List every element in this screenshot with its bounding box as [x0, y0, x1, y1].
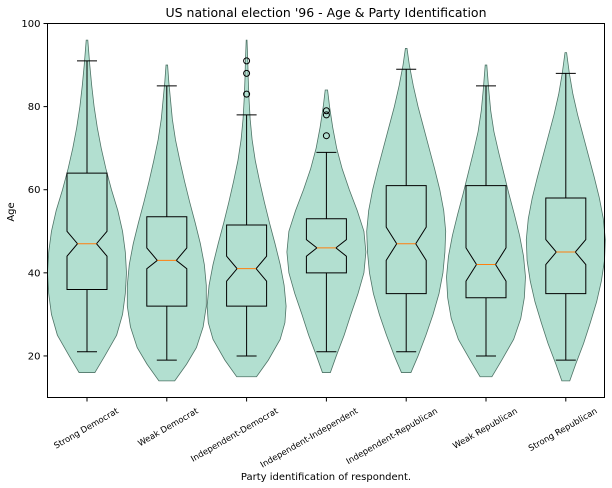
y-tick-label: 40 — [28, 268, 41, 279]
notched-box — [66, 172, 108, 290]
x-tick-label: Independent-Democrat — [189, 406, 280, 464]
y-axis-label: Age — [6, 202, 17, 221]
notched-box — [385, 185, 427, 295]
plot-area — [47, 39, 606, 382]
violin-body — [525, 52, 606, 382]
notched-box — [226, 224, 268, 307]
violin-body — [286, 89, 367, 373]
outlier-point — [243, 69, 251, 77]
outlier-point — [243, 57, 251, 65]
y-tick-label: 80 — [28, 102, 41, 113]
y-axis: 20 40 60 80 100 — [21, 19, 48, 362]
notched-box — [146, 216, 188, 307]
x-tick-label: Weak Republican — [451, 406, 519, 451]
boxplot — [545, 72, 587, 361]
x-tick-label: Strong Republican — [527, 406, 599, 453]
y-tick-label: 60 — [28, 185, 41, 196]
outlier-point — [322, 111, 330, 119]
x-axis-label: Party identification of respondent. — [241, 472, 411, 483]
boxplot — [385, 68, 427, 353]
notched-box — [465, 185, 507, 299]
boxplot — [465, 85, 507, 357]
x-tick-label: Strong Democrat — [53, 406, 122, 451]
outlier-point — [322, 107, 330, 115]
chart-title: US national election '96 - Age & Party I… — [165, 5, 486, 20]
y-tick-label: 100 — [21, 19, 40, 30]
notched-box — [305, 218, 347, 274]
violin-body — [446, 64, 526, 378]
boxplot — [146, 85, 188, 361]
outlier-point — [243, 90, 251, 98]
outlier-point — [322, 132, 330, 140]
boxplot — [305, 107, 347, 353]
notched-box — [545, 197, 587, 295]
y-tick-label: 20 — [28, 351, 41, 362]
boxplot — [66, 60, 108, 353]
x-tick-label: Weak Democrat — [136, 406, 200, 449]
x-axis: Strong Democrat Weak DemocratIndependent-… — [53, 397, 599, 471]
boxplot — [226, 57, 268, 357]
